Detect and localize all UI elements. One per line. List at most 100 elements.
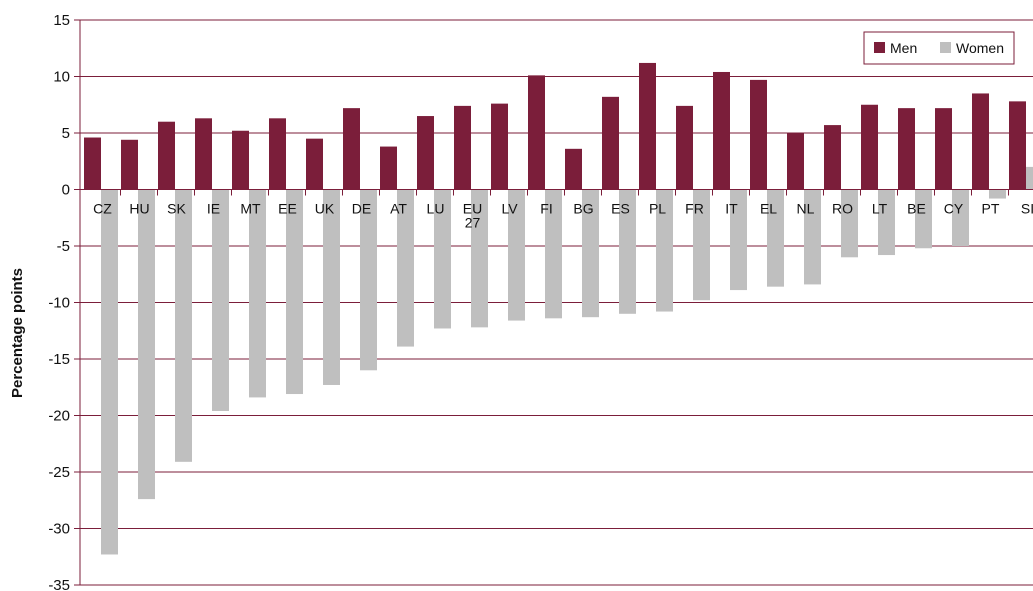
legend-label-women: Women <box>956 40 1004 56</box>
y-tick-label: 0 <box>62 182 70 199</box>
category-label: EU 27 <box>463 201 482 231</box>
bar-men-be <box>898 108 915 190</box>
category-label: BE <box>907 201 926 217</box>
category-label: FR <box>685 201 704 217</box>
bar-men-eu27 <box>454 105 471 190</box>
bar-men-ee <box>269 118 286 190</box>
y-axis-title: Percentage points <box>9 268 26 398</box>
bar-men-fr <box>676 105 693 190</box>
bar-men-lt <box>861 104 878 190</box>
category-label: MT <box>240 201 261 217</box>
y-tick-label: -35 <box>48 577 70 591</box>
bar-women-nl <box>804 189 821 285</box>
legend: Men Women <box>863 31 1015 65</box>
bar-women-ie <box>212 189 229 411</box>
y-tick-label: -30 <box>48 521 70 538</box>
y-ticks: 15 10 5 0 -5 -10 -15 -20 -25 -30 -35 <box>48 12 70 591</box>
bar-men-es <box>602 96 619 190</box>
bar-men-el <box>750 79 767 190</box>
bar-women-hu <box>138 189 155 500</box>
bar-men-de <box>343 108 360 190</box>
y-axis-label: Percentage points <box>9 268 26 398</box>
bar-women-ee <box>286 189 303 395</box>
bar-women-ro <box>841 189 858 258</box>
y-tick-label: -10 <box>48 295 70 312</box>
category-label: CZ <box>93 201 112 217</box>
category-label: EE <box>278 201 297 217</box>
bar-women-it <box>730 189 747 291</box>
bar-men-sk <box>158 121 175 190</box>
category-label: LU <box>427 201 445 217</box>
bar-men-ro <box>824 125 841 190</box>
bar-men-bg <box>565 148 582 190</box>
bar-men-uk <box>306 138 323 190</box>
bar-men-si <box>1009 101 1026 190</box>
bar-women-mt <box>249 189 266 398</box>
category-label: IE <box>207 201 220 217</box>
bar-men-ie <box>195 118 212 190</box>
bar-women-at <box>397 189 414 347</box>
category-label: LT <box>872 201 888 217</box>
bar-women-fr <box>693 189 710 301</box>
y-tick-label: -5 <box>57 238 70 255</box>
category-label: NL <box>797 201 815 217</box>
category-label: RO <box>832 201 853 217</box>
bar-men-hu <box>121 139 138 190</box>
category-label: AT <box>390 201 407 217</box>
category-label: CY <box>944 201 964 217</box>
bar-women-cz <box>101 189 118 555</box>
bar-women-sk <box>175 189 192 462</box>
bar-men-lv <box>491 103 508 190</box>
y-tick-label: 10 <box>53 69 70 86</box>
bar-women-es <box>619 189 636 314</box>
y-tick-label: 15 <box>53 12 70 29</box>
bar-women-lv <box>508 189 525 321</box>
category-label: PT <box>982 201 1000 217</box>
category-label: EL <box>760 201 777 217</box>
bar-men-cy <box>935 108 952 190</box>
plot-frame <box>79 19 1033 585</box>
category-label: ES <box>611 201 630 217</box>
bar-women-eu27 <box>471 189 488 328</box>
bar-women-bg <box>582 189 599 318</box>
bar-women-lu <box>434 189 451 329</box>
bar-men-pt <box>972 93 989 190</box>
category-label: UK <box>315 201 335 217</box>
category-label: BG <box>573 201 593 217</box>
legend-label-men: Men <box>890 40 917 56</box>
category-labels: CZ HU SK IE MT EE UK DE AT LU EU 27 LV FI BG ES PL FR IT EL… <box>93 201 1033 231</box>
bar-men-mt <box>232 130 249 190</box>
bars <box>84 62 1033 555</box>
bar-women-be <box>915 189 932 249</box>
bar-men-cz <box>84 137 101 190</box>
bar-women-fi <box>545 189 562 319</box>
y-tick-label: 5 <box>62 125 70 142</box>
bar-women-si <box>1026 166 1033 190</box>
category-label: SI <box>1021 201 1033 217</box>
bar-men-pl <box>639 62 656 190</box>
category-label: IT <box>725 201 738 217</box>
bar-men-nl <box>787 133 804 190</box>
category-label: FI <box>540 201 552 217</box>
bar-men-fi <box>528 75 545 190</box>
y-tick-label: -20 <box>48 408 70 425</box>
bar-women-pl <box>656 189 673 312</box>
category-label: LV <box>501 201 518 217</box>
bar-women-de <box>360 189 377 371</box>
y-tick-label: -25 <box>48 464 70 481</box>
legend-swatch-women <box>940 42 951 53</box>
category-label: HU <box>129 201 149 217</box>
bar-men-it <box>713 71 730 190</box>
category-label: DE <box>352 201 371 217</box>
bar-women-pt <box>989 189 1006 199</box>
bar-women-el <box>767 189 784 287</box>
y-tick-label: -15 <box>48 351 70 368</box>
bar-women-uk <box>323 189 340 385</box>
legend-swatch-men <box>874 42 885 53</box>
bar-men-lu <box>417 116 434 190</box>
bar-women-cy <box>952 189 969 246</box>
category-label: SK <box>167 201 186 217</box>
bar-women-lt <box>878 189 895 256</box>
legend-box <box>863 31 1015 65</box>
